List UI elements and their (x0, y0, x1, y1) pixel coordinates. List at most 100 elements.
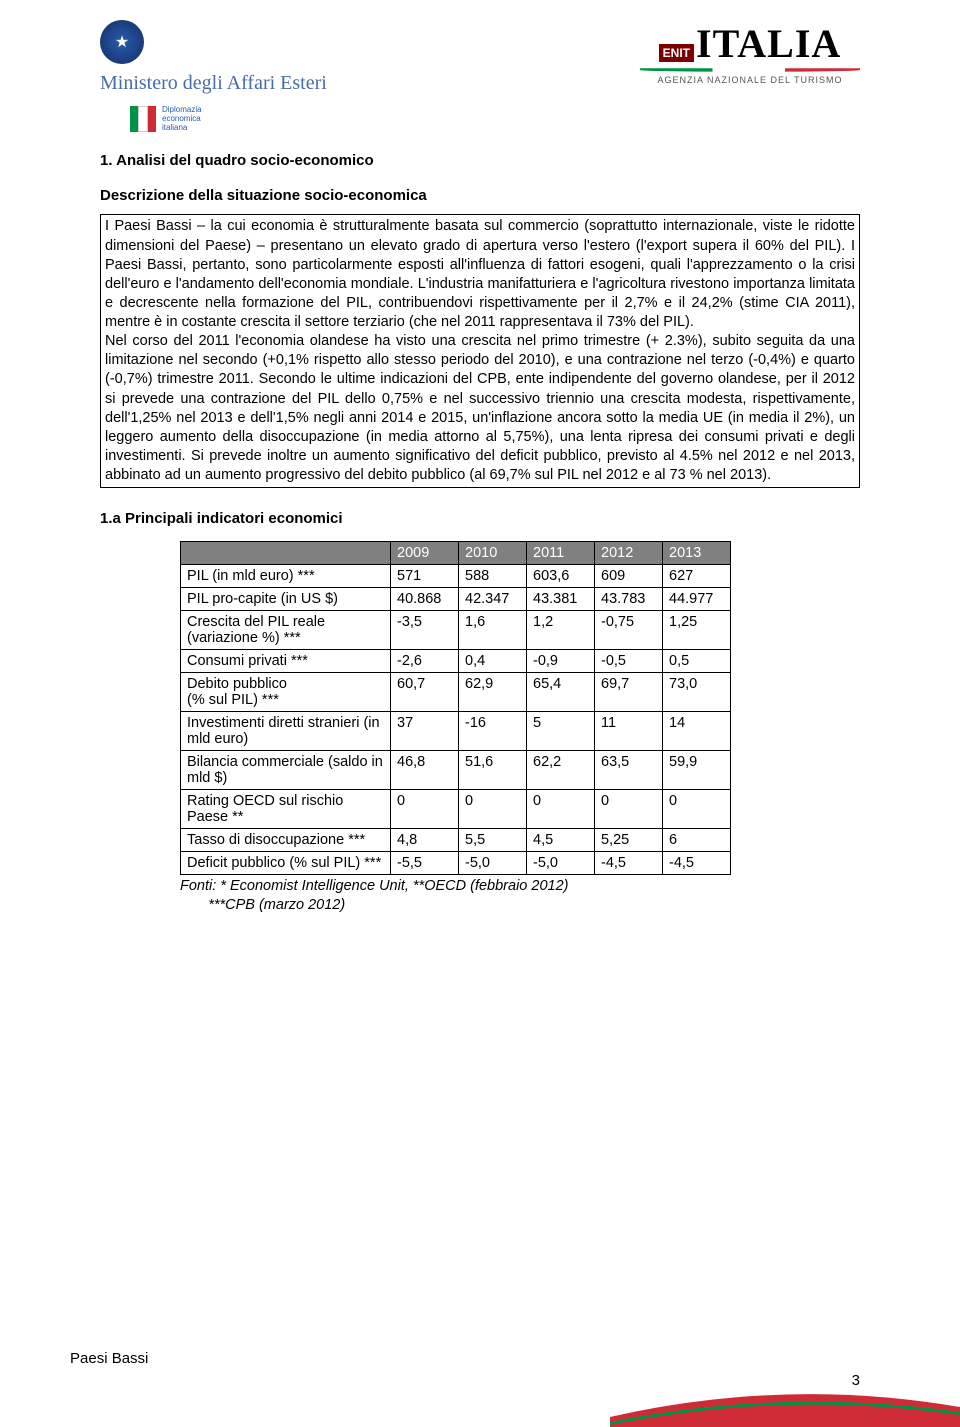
cell-value: 43.381 (527, 588, 595, 611)
footer-country-label: Paesi Bassi (70, 1350, 148, 1367)
row-label: Rating OECD sul rischio Paese ** (181, 790, 391, 829)
table-row: Tasso di disoccupazione ***4,85,54,55,25… (181, 829, 731, 852)
cell-value: 627 (663, 565, 731, 588)
cell-value: 59,9 (663, 751, 731, 790)
footnote-line: ***CPB (marzo 2012) (208, 897, 345, 913)
table-row: Consumi privati ***-2,60,4-0,9-0,50,5 (181, 650, 731, 673)
ministero-script-text: Ministero degli Affari Esteri (100, 74, 327, 92)
table-row: Bilancia commerciale (saldo in mld $)46,… (181, 751, 731, 790)
row-label: Tasso di disoccupazione *** (181, 829, 391, 852)
section-title: 1. Analisi del quadro socio-economico (100, 152, 860, 169)
cell-value: -4,5 (663, 852, 731, 875)
header-year: 2009 (391, 542, 459, 565)
cell-value: 6 (663, 829, 731, 852)
row-label: Consumi privati *** (181, 650, 391, 673)
cell-value: -2,6 (391, 650, 459, 673)
row-label: Debito pubblico(% sul PIL) *** (181, 673, 391, 712)
row-label: PIL (in mld euro) *** (181, 565, 391, 588)
cell-value: 0 (391, 790, 459, 829)
italy-emblem-icon (100, 20, 144, 64)
cell-value: 0,5 (663, 650, 731, 673)
cell-value: 60,7 (391, 673, 459, 712)
cell-value: 5,5 (459, 829, 527, 852)
table-row: Rating OECD sul rischio Paese **00000 (181, 790, 731, 829)
cell-value: -16 (459, 712, 527, 751)
tricolore-stripe-icon (640, 68, 860, 72)
cell-value: 1,25 (663, 611, 731, 650)
header-year: 2010 (459, 542, 527, 565)
cell-value: 0,4 (459, 650, 527, 673)
table-row: Crescita del PIL reale (variazione %) **… (181, 611, 731, 650)
cell-value: -0,5 (595, 650, 663, 673)
row-label: PIL pro-capite (in US $) (181, 588, 391, 611)
page-header: Ministero degli Affari Esteri Diplomazia… (0, 0, 960, 142)
table-row: Investimenti diretti stranieri (in mld e… (181, 712, 731, 751)
table-footnote: Fonti: * Economist Intelligence Unit, **… (180, 877, 860, 915)
cell-value: 62,9 (459, 673, 527, 712)
section-subtitle: Descrizione della situazione socio-econo… (100, 187, 860, 204)
cell-value: 0 (595, 790, 663, 829)
cell-value: -5,0 (527, 852, 595, 875)
cell-value: -4,5 (595, 852, 663, 875)
cell-value: 73,0 (663, 673, 731, 712)
diplomazia-line: italiana (162, 124, 202, 133)
table-row: PIL (in mld euro) ***571588603,6609627 (181, 565, 731, 588)
table-row: PIL pro-capite (in US $)40.86842.34743.3… (181, 588, 731, 611)
enit-italia-logo: ENIT ITALIA AGENZIA NAZIONALE DEL TURISM… (640, 20, 860, 85)
cell-value: 4,8 (391, 829, 459, 852)
cell-value: 51,6 (459, 751, 527, 790)
footer-swoosh-icon (610, 1367, 960, 1427)
header-blank (181, 542, 391, 565)
cell-value: -0,9 (527, 650, 595, 673)
cell-value: 42.347 (459, 588, 527, 611)
indicators-table: 2009 2010 2011 2012 2013 PIL (in mld eur… (180, 541, 731, 875)
content-area: 1. Analisi del quadro socio-economico De… (0, 142, 960, 914)
header-year: 2013 (663, 542, 731, 565)
table-header-row: 2009 2010 2011 2012 2013 (181, 542, 731, 565)
cell-value: 65,4 (527, 673, 595, 712)
cell-value: 5,25 (595, 829, 663, 852)
cell-value: 5 (527, 712, 595, 751)
cell-value: 1,2 (527, 611, 595, 650)
cell-value: 62,2 (527, 751, 595, 790)
agenzia-subtitle: AGENZIA NAZIONALE DEL TURISMO (657, 75, 842, 85)
cell-value: 69,7 (595, 673, 663, 712)
cell-value: 571 (391, 565, 459, 588)
cell-value: 0 (663, 790, 731, 829)
left-logo-block: Ministero degli Affari Esteri Diplomazia… (100, 20, 327, 132)
table-row: Debito pubblico(% sul PIL) ***60,762,965… (181, 673, 731, 712)
cell-value: -3,5 (391, 611, 459, 650)
cell-value: 37 (391, 712, 459, 751)
cell-value: 44.977 (663, 588, 731, 611)
header-year: 2011 (527, 542, 595, 565)
description-box: I Paesi Bassi – la cui economia è strutt… (100, 214, 860, 488)
italy-flag-icon (130, 106, 156, 132)
cell-value: 43.783 (595, 588, 663, 611)
cell-value: 4,5 (527, 829, 595, 852)
cell-value: 0 (527, 790, 595, 829)
diplomazia-badge: Diplomazia economica italiana (130, 106, 327, 132)
cell-value: 588 (459, 565, 527, 588)
cell-value: 1,6 (459, 611, 527, 650)
cell-value: 0 (459, 790, 527, 829)
table-row: Deficit pubblico (% sul PIL) ***-5,5-5,0… (181, 852, 731, 875)
row-label: Bilancia commerciale (saldo in mld $) (181, 751, 391, 790)
row-label: Crescita del PIL reale (variazione %) **… (181, 611, 391, 650)
cell-value: -0,75 (595, 611, 663, 650)
cell-value: -5,5 (391, 852, 459, 875)
italia-wordmark: ITALIA (696, 20, 841, 67)
enit-badge: ENIT (659, 44, 694, 62)
cell-value: -5,0 (459, 852, 527, 875)
cell-value: 11 (595, 712, 663, 751)
cell-value: 46,8 (391, 751, 459, 790)
footnote-line: Fonti: * Economist Intelligence Unit, **… (180, 878, 568, 894)
row-label: Deficit pubblico (% sul PIL) *** (181, 852, 391, 875)
row-label: Investimenti diretti stranieri (in mld e… (181, 712, 391, 751)
cell-value: 14 (663, 712, 731, 751)
cell-value: 63,5 (595, 751, 663, 790)
header-year: 2012 (595, 542, 663, 565)
indicators-title: 1.a Principali indicatori economici (100, 510, 860, 527)
cell-value: 603,6 (527, 565, 595, 588)
cell-value: 40.868 (391, 588, 459, 611)
cell-value: 609 (595, 565, 663, 588)
